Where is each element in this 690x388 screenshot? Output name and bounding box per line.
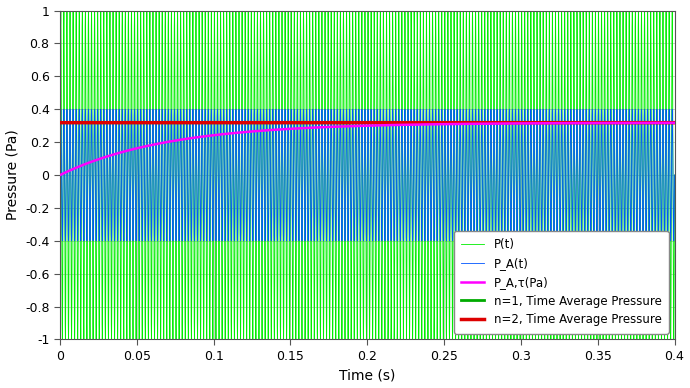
n=2, Time Average Pressure [447,120,455,125]
Y-axis label: Pressure (Pa): Pressure (Pa) [6,130,19,220]
P(t) [518,14,526,18]
n=2, Time Average Pressure [337,120,346,125]
P(t) [373,35,382,40]
n=1, Time Average Pressure [518,120,526,125]
P(t) [671,173,679,177]
Line: P_A,τ(Pa): P_A,τ(Pa) [60,123,675,175]
X-axis label: Time (s): Time (s) [339,369,395,383]
P_A(t) [373,118,382,122]
n=2, Time Average Pressure [89,120,97,125]
P_A(t) [238,107,246,112]
n=2, Time Average Pressure [518,120,526,125]
n=1, Time Average Pressure [337,120,346,125]
n=1, Time Average Pressure [238,120,246,125]
P(t) [669,337,678,342]
n=1, Time Average Pressure [56,120,64,125]
Legend: P(t), P_A(t), P_A,τ(Pa), n=1, Time Average Pressure, n=2, Time Average Pressure: P(t), P_A(t), P_A,τ(Pa), n=1, Time Avera… [453,231,669,334]
P_A(t) [89,215,97,219]
n=2, Time Average Pressure [373,120,382,125]
P(t) [447,9,455,13]
Line: P_A(t): P_A(t) [60,109,675,241]
P_A(t) [447,107,455,112]
n=2, Time Average Pressure [238,120,246,125]
n=2, Time Average Pressure [671,120,679,125]
P_A,τ(Pa) [671,121,679,125]
n=1, Time Average Pressure [373,120,382,125]
Line: P(t): P(t) [60,10,675,340]
n=1, Time Average Pressure [89,120,97,125]
P_A(t) [518,109,526,114]
P(t) [56,173,64,177]
P_A,τ(Pa) [56,173,64,177]
P_A(t) [56,173,64,177]
P(t) [238,8,246,13]
P(t) [337,326,346,331]
P_A,τ(Pa) [238,130,246,135]
P_A,τ(Pa) [337,124,346,129]
n=1, Time Average Pressure [447,120,455,125]
P(t) [89,277,97,282]
n=1, Time Average Pressure [671,120,679,125]
P_A(t) [337,234,346,239]
P_A,τ(Pa) [373,123,382,128]
P_A(t) [669,239,678,243]
P_A,τ(Pa) [518,121,526,126]
P_A,τ(Pa) [447,122,455,126]
n=2, Time Average Pressure [56,120,64,125]
P_A(t) [671,173,679,177]
P(t) [57,8,65,13]
P_A(t) [57,107,65,112]
P_A,τ(Pa) [89,159,97,163]
